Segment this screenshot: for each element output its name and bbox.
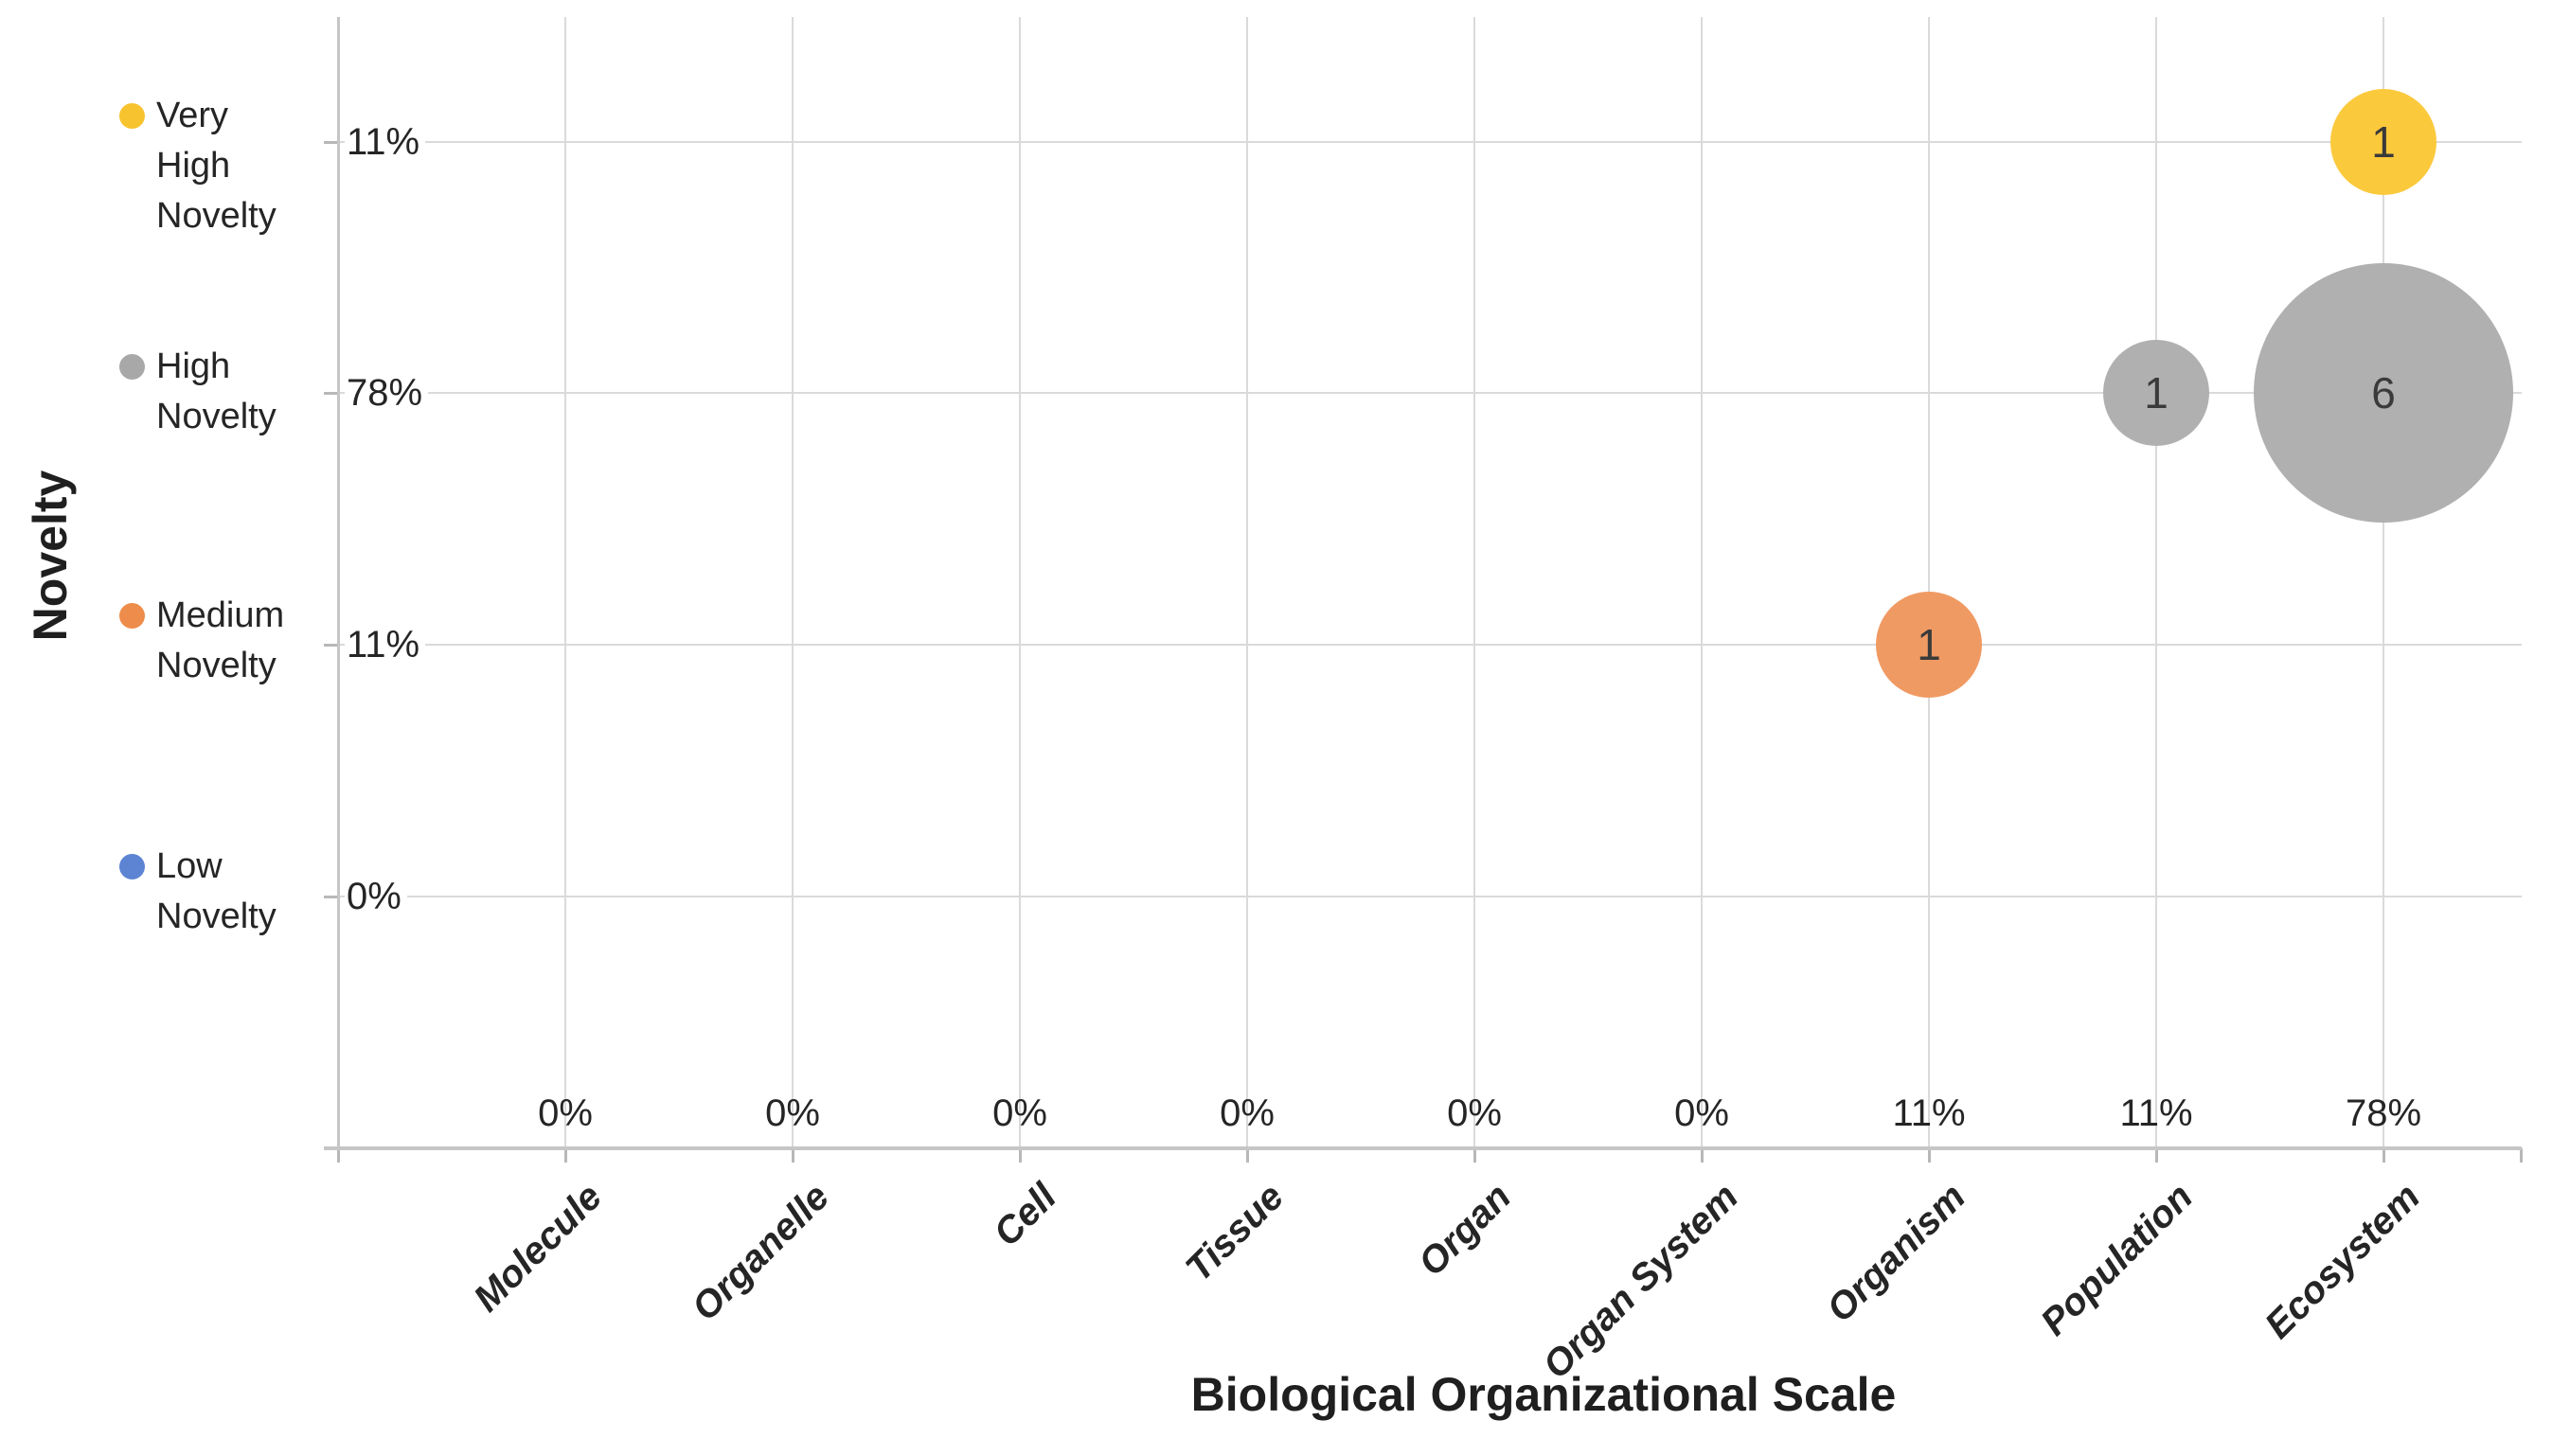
vertical-gridline bbox=[1701, 17, 1703, 1148]
x-axis-percent-label: 0% bbox=[1447, 1092, 1502, 1134]
x-category-label: Organelle bbox=[684, 1176, 838, 1329]
legend-dot-low bbox=[119, 854, 145, 879]
vertical-gridline bbox=[564, 17, 566, 1148]
vertical-gridline bbox=[1246, 17, 1248, 1148]
y-axis-tick bbox=[324, 141, 338, 144]
bubble-count-label: 1 bbox=[2144, 368, 2168, 417]
x-axis-tick bbox=[1019, 1148, 1022, 1163]
x-axis-percent-label: 0% bbox=[1220, 1092, 1275, 1134]
vertical-gridline bbox=[1928, 17, 1930, 1148]
y-axis-percent-label: 78% bbox=[345, 370, 429, 416]
legend-label-low: Low Novelty bbox=[156, 846, 277, 936]
x-category-label: Molecule bbox=[465, 1176, 611, 1321]
legend-label-high: High Novelty bbox=[156, 346, 277, 436]
y-axis-tick bbox=[324, 644, 338, 647]
horizontal-gridline bbox=[338, 392, 2522, 394]
x-axis-percent-label: 0% bbox=[992, 1092, 1047, 1134]
y-axis-percent-label: 0% bbox=[345, 874, 407, 919]
x-axis-line bbox=[324, 1146, 2522, 1150]
x-axis-percent-label: 11% bbox=[1892, 1092, 1966, 1134]
legend-dot-medium bbox=[119, 603, 145, 629]
x-axis-tick bbox=[1701, 1148, 1704, 1163]
vertical-gridline bbox=[1473, 17, 1475, 1148]
x-axis-percent-label: 11% bbox=[2119, 1092, 2193, 1134]
vertical-gridline bbox=[1019, 17, 1021, 1148]
legend-dot-high bbox=[119, 354, 145, 380]
x-axis-tick bbox=[2383, 1148, 2385, 1163]
vertical-gridline bbox=[2155, 17, 2157, 1148]
y-axis-tick bbox=[324, 896, 338, 898]
y-axis-line bbox=[337, 17, 340, 1148]
legend-label-medium: Medium Novelty bbox=[156, 595, 285, 685]
bubble-count-label: 6 bbox=[2371, 368, 2396, 417]
horizontal-gridline bbox=[338, 896, 2522, 897]
x-axis-tick bbox=[1928, 1148, 1931, 1163]
bubble-count-label: 1 bbox=[2371, 117, 2396, 167]
y-axis-title: Novelty bbox=[24, 470, 77, 642]
x-axis-tick bbox=[1473, 1148, 1476, 1163]
x-axis-percent-label: 0% bbox=[765, 1092, 820, 1134]
bubble-medium-organism: 1 bbox=[1876, 592, 1982, 698]
x-axis-title: Biological Organizational Scale bbox=[1190, 1368, 1897, 1421]
bubble-high-ecosystem: 6 bbox=[2254, 263, 2513, 523]
x-axis-percent-label: 0% bbox=[1674, 1092, 1729, 1134]
legend-dot-very_high bbox=[119, 103, 145, 129]
bubble-very_high-ecosystem: 1 bbox=[2330, 89, 2436, 195]
x-axis-end-tick bbox=[337, 1148, 340, 1163]
x-axis-tick bbox=[1246, 1148, 1249, 1163]
y-axis-tick bbox=[324, 392, 338, 395]
x-axis-tick bbox=[2155, 1148, 2158, 1163]
y-axis-percent-label: 11% bbox=[345, 622, 426, 667]
horizontal-gridline bbox=[338, 644, 2522, 646]
bubble-high-population: 1 bbox=[2103, 340, 2209, 446]
x-axis-end-tick bbox=[2520, 1148, 2523, 1163]
vertical-gridline bbox=[2383, 17, 2384, 1148]
x-axis-percent-label: 0% bbox=[538, 1092, 593, 1134]
legend-label-very_high: Very High Novelty bbox=[156, 96, 277, 236]
x-axis-percent-label: 78% bbox=[2345, 1092, 2422, 1134]
x-axis-tick bbox=[792, 1148, 794, 1163]
x-axis-tick bbox=[564, 1148, 567, 1163]
y-axis-percent-label: 11% bbox=[345, 119, 426, 165]
vertical-gridline bbox=[792, 17, 794, 1148]
horizontal-gridline bbox=[338, 141, 2522, 143]
bubble-count-label: 1 bbox=[1917, 620, 1941, 669]
